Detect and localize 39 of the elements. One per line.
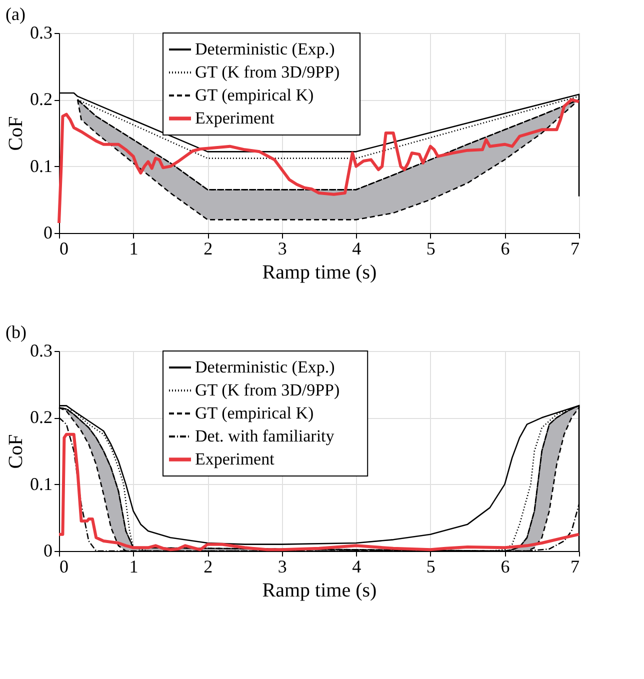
x-tick-label: 3: [278, 238, 287, 258]
y-axis-title: CoF: [5, 434, 27, 469]
x-tick-label: 0: [60, 238, 68, 258]
y-axis-title: CoF: [5, 116, 27, 151]
x-axis-title: Ramp time (s): [262, 580, 377, 602]
legend-label: Deterministic (Exp.): [195, 358, 335, 376]
legend-label: GT (K from 3D/9PP): [195, 62, 340, 82]
x-tick-label: 4: [352, 556, 362, 576]
x-tick-label: 6: [500, 556, 510, 576]
legend-label: GT (empirical K): [195, 404, 314, 422]
x-axis-title: Ramp time (s): [262, 262, 377, 284]
x-tick-label: 5: [426, 556, 436, 576]
y-tick-label: 0.3: [30, 22, 52, 42]
y-tick-label: 0.1: [30, 156, 52, 176]
x-tick-label: 1: [129, 238, 138, 258]
y-tick-label: 0.1: [30, 474, 52, 494]
legend-label: Deterministic (Exp.): [195, 40, 335, 58]
x-tick-label: 5: [426, 238, 436, 258]
legend-label: Experiment: [195, 450, 275, 468]
legend-label: GT (empirical K): [195, 86, 314, 104]
y-tick-label: 0: [44, 540, 52, 560]
legend-label: Experiment: [195, 108, 275, 128]
chart-title: (a): [6, 4, 26, 24]
y-tick-label: 0: [44, 222, 52, 242]
x-tick-label: 1: [129, 556, 138, 576]
y-tick-label: 0.2: [30, 407, 52, 428]
x-tick-label: 7: [570, 238, 580, 258]
legend-label: GT (K from 3D/9PP): [195, 380, 340, 400]
y-tick-label: 0.3: [30, 340, 52, 360]
x-tick-label: 2: [204, 238, 213, 258]
x-tick-label: 2: [204, 556, 213, 576]
x-tick-label: 3: [278, 556, 287, 576]
x-tick-label: 4: [352, 238, 362, 258]
chart-title: (b): [6, 322, 26, 342]
x-tick-label: 7: [570, 556, 580, 576]
legend-label: Det. with familiarity: [195, 426, 335, 446]
x-tick-label: 6: [500, 238, 510, 258]
y-tick-label: 0.2: [30, 89, 52, 110]
x-tick-label: 0: [60, 556, 68, 576]
